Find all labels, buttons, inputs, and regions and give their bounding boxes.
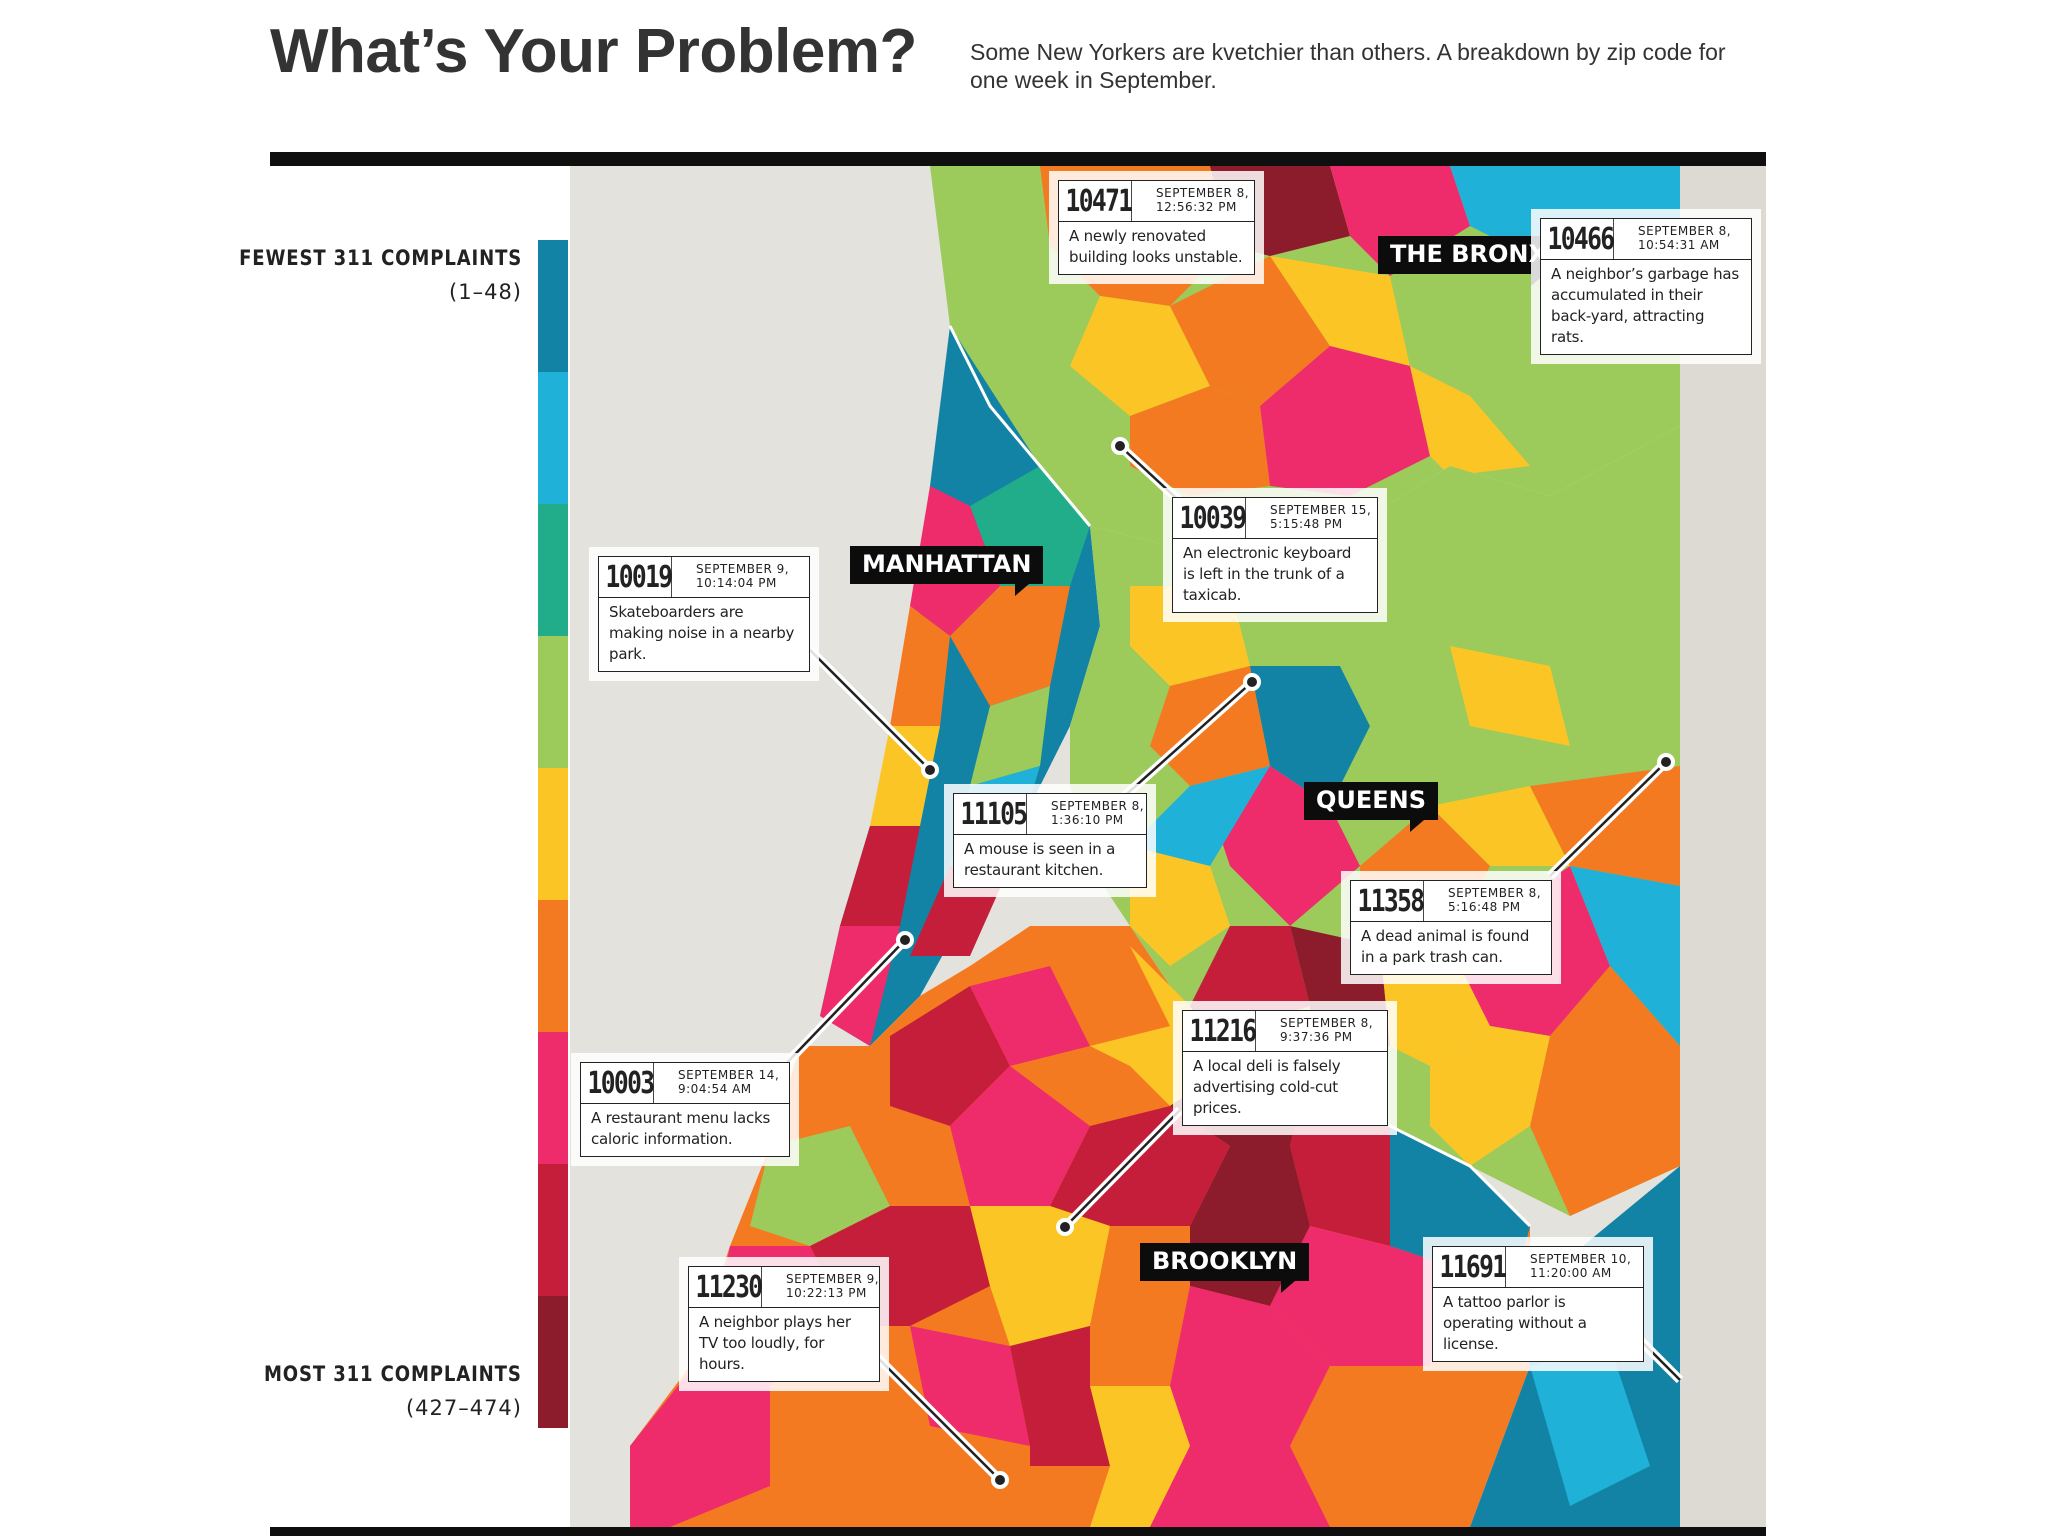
callout-zip: 11105 xyxy=(954,794,1028,834)
callout-zip: 10471 xyxy=(1059,181,1133,221)
legend-color-scale xyxy=(538,240,568,1428)
borough-label-queens: QUEENS xyxy=(1304,782,1439,832)
callout-text: An electronic keyboard is left in the tr… xyxy=(1183,544,1352,604)
legend-swatch-7 xyxy=(538,1032,568,1164)
callout-zip: 10039 xyxy=(1173,498,1247,538)
callout-text: Skateboarders are making noise in a near… xyxy=(609,603,795,663)
callout-zip: 10019 xyxy=(599,557,673,597)
callout-text: A newly renovated building looks unstabl… xyxy=(1069,227,1243,266)
callout-10471: 10471 SEPTEMBER 8, 12:56:32 PM A newly ren… xyxy=(1058,180,1255,275)
legend-swatch-1 xyxy=(538,240,568,372)
legend-swatch-6 xyxy=(538,900,568,1032)
callout-10039: 10039 SEPTEMBER 15, 5:15:48 PM An electron… xyxy=(1172,497,1378,613)
callout-11105: 11105 SEPTEMBER 8, 1:36:10 PM A mouse is s… xyxy=(953,793,1147,888)
borough-label-brooklyn: BROOKLYN xyxy=(1140,1243,1310,1293)
page-subtitle: Some New Yorkers are kvetchier than othe… xyxy=(970,39,1726,93)
callout-11358: 11358 SEPTEMBER 8, 5:16:48 PM A dead anima… xyxy=(1350,880,1552,975)
callout-zip: 10466 xyxy=(1541,219,1615,259)
legend-swatch-8 xyxy=(538,1164,568,1296)
top-rule xyxy=(270,152,1766,166)
page-title: What’s Your Problem? xyxy=(270,17,917,86)
callout-text: A tattoo parlor is operating without a l… xyxy=(1443,1293,1587,1353)
callout-10466: 10466 SEPTEMBER 8, 10:54:31 AM A neighbor’… xyxy=(1540,218,1752,355)
legend-most-range: (427–474) xyxy=(405,1396,522,1420)
callout-text: A dead animal is found in a park trash c… xyxy=(1361,927,1530,966)
callout-zip: 10003 xyxy=(581,1063,655,1103)
legend-swatch-9 xyxy=(538,1296,568,1428)
legend-swatch-5 xyxy=(538,768,568,900)
borough-label-bronx: THE BRONX xyxy=(1378,236,1559,286)
callout-text: A neighbor’s garbage has accumulated in … xyxy=(1551,265,1740,346)
borough-label-manhattan: MANHATTAN xyxy=(850,546,1044,596)
legend-swatch-3 xyxy=(538,504,568,636)
legend-swatch-2 xyxy=(538,372,568,504)
callout-11216: 11216 SEPTEMBER 8, 9:37:36 PM A local deli… xyxy=(1182,1010,1388,1126)
callout-10003: 10003 SEPTEMBER 14, 9:04:54 AM A restauran… xyxy=(580,1062,790,1157)
callout-zip: 11691 xyxy=(1433,1247,1507,1287)
callout-text: A restaurant menu lacks caloric informat… xyxy=(591,1109,771,1148)
callout-text: A local deli is falsely advertising cold… xyxy=(1193,1057,1341,1117)
callout-10019: 10019 SEPTEMBER 9, 10:14:04 PM Skateboarde… xyxy=(598,556,810,672)
legend-fewest-label: FEWEST 311 COMPLAINTS xyxy=(238,246,522,270)
legend-most-label: MOST 311 COMPLAINTS xyxy=(264,1362,522,1386)
callout-zip: 11230 xyxy=(689,1267,763,1307)
legend-fewest-range: (1–48) xyxy=(449,280,522,304)
bottom-rule xyxy=(270,1527,1766,1536)
legend-swatch-4 xyxy=(538,636,568,768)
callout-11691: 11691 SEPTEMBER 10, 11:20:00 AM A tattoo p… xyxy=(1432,1246,1644,1362)
callout-11230: 11230 SEPTEMBER 9, 10:22:13 PM A neighbor … xyxy=(688,1266,880,1382)
callout-text: A mouse is seen in a restaurant kitchen. xyxy=(964,840,1116,879)
callout-text: A neighbor plays her TV too loudly, for … xyxy=(699,1313,851,1373)
callout-zip: 11216 xyxy=(1183,1011,1257,1051)
callout-zip: 11358 xyxy=(1351,881,1425,921)
